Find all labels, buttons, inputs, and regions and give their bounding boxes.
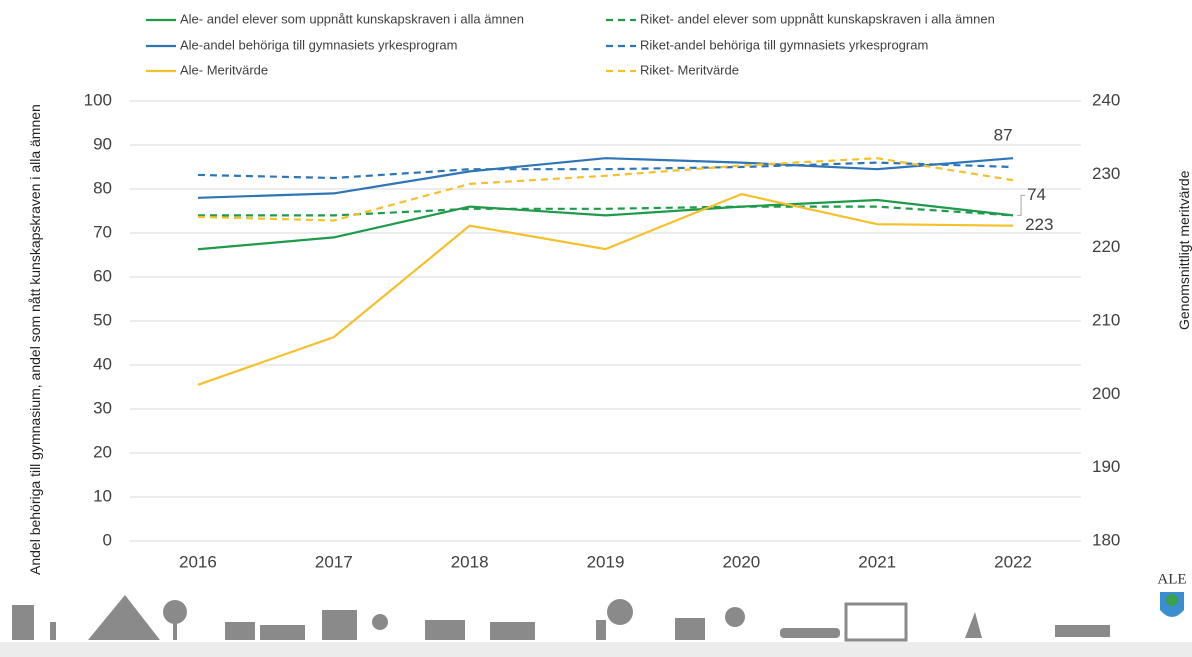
y-tick-label: 100 <box>84 90 112 109</box>
y-tick-label: 30 <box>93 398 112 417</box>
legend-label: Riket- andel elever som uppnått kunskaps… <box>640 11 995 26</box>
y-tick-label: 50 <box>93 310 112 329</box>
y2-tick-label: 190 <box>1092 457 1120 476</box>
legend-label: Ale-andel behöriga till gymnasiets yrkes… <box>180 37 457 52</box>
chart: ALE 0 10 20 30 40 50 60 70 80 90 100 180 190 200 210 22… <box>0 0 1192 657</box>
y2-tick-label: 210 <box>1092 310 1120 329</box>
y-tick-label: 90 <box>93 134 112 153</box>
x-tick-label: 2021 <box>858 552 896 571</box>
y2-tick-label: 220 <box>1092 237 1120 256</box>
series-line <box>198 207 1013 216</box>
data-label: 74 <box>1027 185 1046 204</box>
data-label: 223 <box>1025 215 1053 234</box>
y-tick-label: 70 <box>93 222 112 241</box>
town-silhouette <box>0 595 1192 657</box>
y-tick-label: 10 <box>93 486 112 505</box>
legend-label: Ale- andel elever som uppnått kunskapskr… <box>180 11 524 26</box>
y2-tick-label: 180 <box>1092 530 1120 549</box>
x-tick-label: 2019 <box>587 552 625 571</box>
y-tick-label: 0 <box>103 530 112 549</box>
legend-label: Ale- Meritvärde <box>180 62 268 77</box>
legend-label: Riket-andel behöriga till gymnasiets yrk… <box>640 37 928 52</box>
x-tick-label: 2022 <box>994 552 1032 571</box>
x-tick-label: 2017 <box>315 552 353 571</box>
series-line <box>198 194 1013 385</box>
x-tick-label: 2018 <box>451 552 489 571</box>
y-tick-label: 80 <box>93 178 112 197</box>
legend-label: Riket- Meritvärde <box>640 62 739 77</box>
leader-line <box>1017 195 1025 215</box>
x-tick-label: 2020 <box>722 552 760 571</box>
y2-tick-label: 240 <box>1092 90 1120 109</box>
y2-tick-label: 200 <box>1092 384 1120 403</box>
y-tick-label: 40 <box>93 354 112 373</box>
y-tick-label: 60 <box>93 266 112 285</box>
logo-tree <box>1166 594 1178 606</box>
data-label: 87 <box>994 126 1013 145</box>
y-tick-label: 20 <box>93 442 112 461</box>
page: {"chart_data":{"type":"line", "categorie… <box>0 0 1192 657</box>
y2-tick-label: 230 <box>1092 164 1120 183</box>
logo-text: ALE <box>1157 571 1186 587</box>
x-tick-label: 2016 <box>179 552 217 571</box>
